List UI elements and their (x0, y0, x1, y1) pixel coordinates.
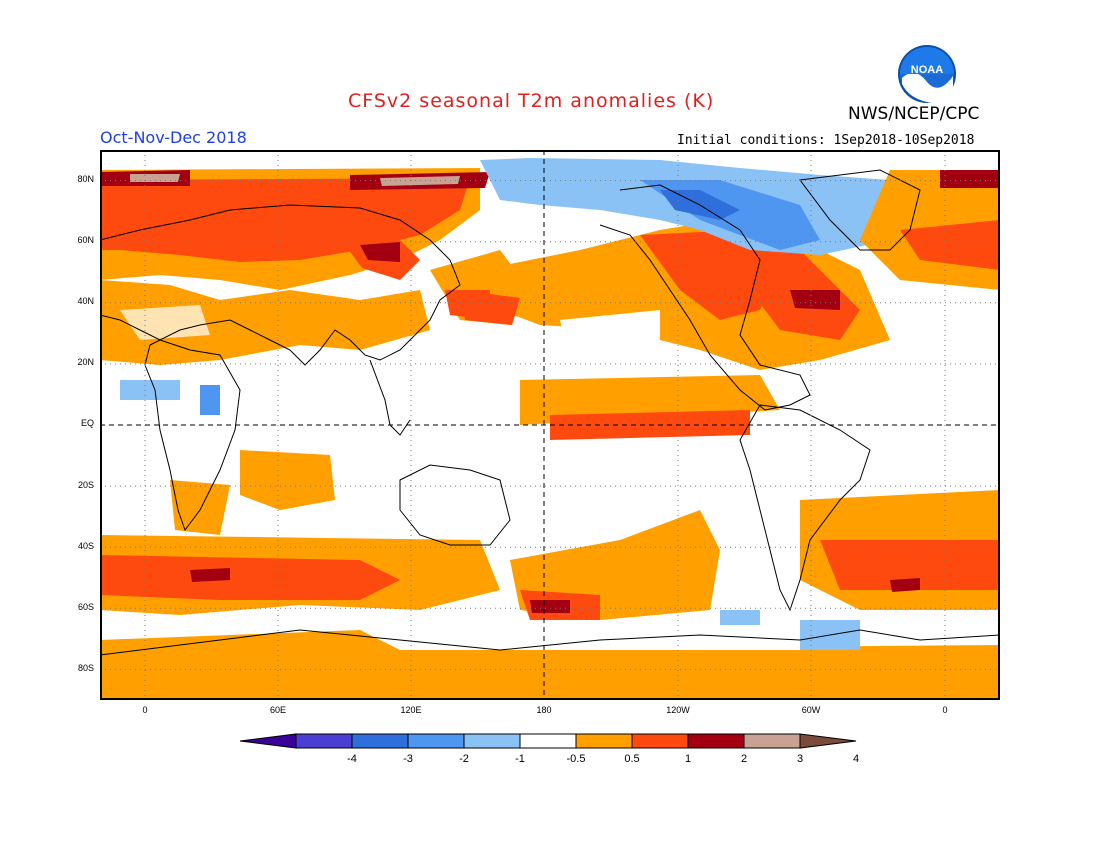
lat-label: 60N (77, 235, 94, 245)
map-title: CFSv2 seasonal T2m anomalies (K) (348, 90, 715, 112)
lat-label: 20S (77, 480, 94, 490)
lon-label: 0 (942, 705, 948, 715)
colorbar-segment (295, 733, 353, 749)
lat-label: 20N (77, 357, 94, 367)
anomaly-shading (100, 158, 1000, 700)
colorbar-tick-label: -4 (347, 753, 357, 765)
colorbar-tick-label: -3 (403, 753, 413, 765)
initial-conditions-label: Initial conditions: 1Sep2018-10Sep2018 (677, 133, 975, 148)
colorbar-tick-label: 4 (853, 753, 859, 765)
colorbar-segment (575, 733, 633, 749)
colorbar-arrow-low (240, 733, 297, 749)
noaa-logo-icon: NOAA (898, 45, 956, 103)
colorbar-tick-label: -2 (459, 753, 469, 765)
lon-label: 120W (666, 705, 690, 715)
lat-label: 80N (77, 174, 94, 184)
lon-label: 0 (142, 705, 148, 715)
lat-label: 80S (77, 663, 94, 673)
colorbar-segment (407, 733, 465, 749)
lat-label: 40N (77, 296, 94, 306)
colorbar-segment (631, 733, 689, 749)
colorbar-segment (351, 733, 409, 749)
lat-label: 60S (77, 602, 94, 612)
lat-label: EQ (80, 418, 94, 428)
colorbar-tick-label: 0.5 (624, 753, 639, 765)
agency-label: NWS/NCEP/CPC (848, 104, 980, 124)
colorbar-segment (687, 733, 745, 749)
noaa-logo-text: NOAA (911, 64, 943, 76)
coastlines (100, 169, 1000, 656)
lon-label: 60E (269, 705, 286, 715)
colorbar-tick-label: 1 (685, 753, 691, 765)
colorbar-tick-label: -0.5 (567, 753, 586, 765)
colorbar-segment (519, 733, 577, 749)
lon-label: 120E (400, 705, 422, 715)
colorbar: -4 -3 -2 -1 -0.5 0.5 1 2 3 4 (240, 733, 859, 765)
colorbar-tick-label: 3 (797, 753, 803, 765)
colorbar-arrow-high (799, 733, 857, 749)
colorbar-tick-label: -1 (515, 753, 525, 765)
lon-label: 60W (801, 705, 821, 715)
lat-label: 40S (77, 541, 94, 551)
colorbar-segment (743, 733, 801, 749)
season-label: Oct-Nov-Dec 2018 (100, 128, 247, 147)
colorbar-segment (463, 733, 521, 749)
colorbar-tick-label: 2 (741, 753, 747, 765)
lon-label: 180 (536, 705, 552, 715)
anomaly-map (100, 150, 1000, 700)
